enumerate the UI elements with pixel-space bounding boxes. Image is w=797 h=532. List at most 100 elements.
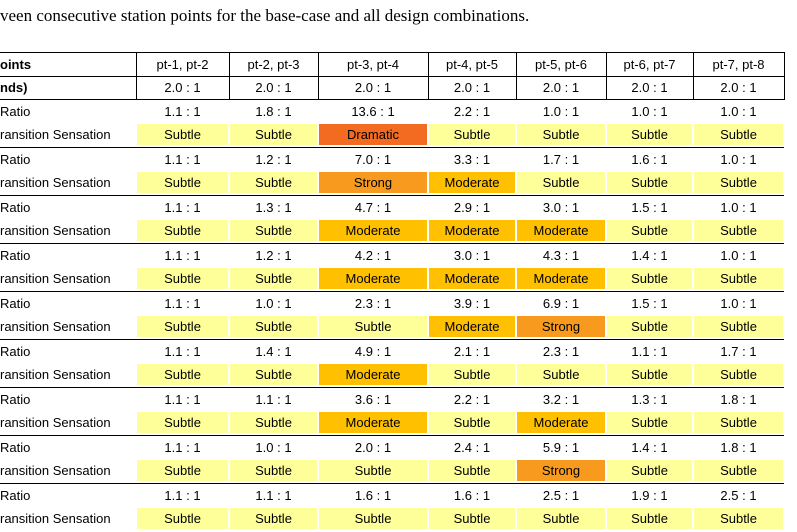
- ratio-cell: 1.9 : 1: [606, 483, 693, 507]
- ratio-cell: 1.0 : 1: [693, 99, 784, 123]
- sensation-label: Strong: [517, 460, 605, 482]
- row-label: ransition Sensation: [0, 511, 111, 527]
- sensation-cell: Subtle: [428, 459, 516, 484]
- row-label: ransition Sensation: [0, 463, 111, 479]
- sensation-cell: Subtle: [606, 315, 693, 340]
- ratio-cell: 1.1 : 1: [229, 483, 318, 507]
- ratio-cell: 2.9 : 1: [428, 195, 516, 219]
- sensation-label: Subtle: [607, 316, 692, 338]
- row-label: Ratio: [0, 147, 136, 171]
- sensation-label: Subtle: [230, 268, 317, 290]
- row-label: ransition Sensation: [0, 319, 111, 335]
- sensation-cell: Subtle: [136, 171, 229, 196]
- ratio-cell: 3.6 : 1: [318, 387, 428, 411]
- sensation-cell: Subtle: [693, 171, 784, 196]
- ratio-cell: 1.1 : 1: [136, 435, 229, 459]
- sensation-cell: Subtle: [516, 123, 606, 148]
- sensation-cell: Subtle: [693, 507, 784, 532]
- sensation-cell: Subtle: [136, 219, 229, 244]
- row-label: Ratio: [0, 483, 136, 507]
- sensation-label: Subtle: [429, 124, 515, 146]
- ratio-cell: 6.9 : 1: [516, 291, 606, 315]
- ratio-cell: 4.2 : 1: [318, 243, 428, 267]
- sensation-cell: Subtle: [693, 411, 784, 436]
- cell: pt-1, pt-2: [136, 52, 230, 76]
- sensation-label: Subtle: [429, 508, 515, 530]
- ratio-cell: 1.2 : 1: [229, 243, 318, 267]
- ratio-row: Ratio 1.1 : 1 1.0 : 1 2.0 : 1 2.4 : 1 5.9 : 1…: [0, 435, 784, 459]
- ratio-cell: 1.6 : 1: [428, 483, 516, 507]
- sensation-label: Subtle: [230, 124, 317, 146]
- ratio-cell: 1.3 : 1: [229, 195, 318, 219]
- sensation-label: Subtle: [694, 412, 783, 434]
- sensation-cell: Subtle: [606, 219, 693, 244]
- sensation-cell: Subtle: [516, 363, 606, 388]
- sensation-label: Subtle: [607, 412, 692, 434]
- ratio-cell: 7.0 : 1: [318, 147, 428, 171]
- ratio-cell: 1.7 : 1: [516, 147, 606, 171]
- sensation-label: Subtle: [137, 316, 228, 338]
- sensation-label: Subtle: [230, 220, 317, 242]
- row-label: ransition Sensation: [0, 367, 111, 383]
- ratio-row: Ratio 1.1 : 1 1.4 : 1 4.9 : 1 2.1 : 1 2.3 : 1…: [0, 339, 784, 363]
- ratio-cell: 1.1 : 1: [136, 243, 229, 267]
- ratio-cell: 1.1 : 1: [606, 339, 693, 363]
- sensation-cell: Subtle: [606, 171, 693, 196]
- row-label: ransition Sensation: [0, 415, 111, 431]
- sensation-label: Subtle: [517, 124, 605, 146]
- sensation-label: Subtle: [319, 316, 427, 338]
- sensation-label: Subtle: [137, 172, 228, 194]
- ratio-row: Ratio 1.1 : 1 1.3 : 1 4.7 : 1 2.9 : 1 3.0 : 1…: [0, 195, 784, 219]
- ratio-cell: 2.5 : 1: [693, 483, 784, 507]
- sensation-label: Subtle: [429, 364, 515, 386]
- cell: pt-4, pt-5: [428, 52, 517, 76]
- ratio-cell: 1.6 : 1: [606, 147, 693, 171]
- ratio-cell: 1.0 : 1: [516, 99, 606, 123]
- cell: pt-7, pt-8: [693, 52, 785, 76]
- sensation-row: ransition Sensation Subtle Subtle Moderate S…: [0, 411, 784, 436]
- sensation-label: Moderate: [517, 220, 605, 242]
- ratio-cell: 1.6 : 1: [318, 483, 428, 507]
- cell: pt-2, pt-3: [229, 52, 319, 76]
- ratio-cell: 2.1 : 1: [428, 339, 516, 363]
- ratio-cell: 1.2 : 1: [229, 147, 318, 171]
- sensation-cell: Subtle: [229, 267, 318, 292]
- sensation-row: ransition Sensation Subtle Subtle Moderate S…: [0, 363, 784, 388]
- sensation-label: Subtle: [137, 460, 228, 482]
- ratio-cell: 3.9 : 1: [428, 291, 516, 315]
- sensation-cell: Strong: [516, 459, 606, 484]
- ratio-cell: 1.3 : 1: [606, 387, 693, 411]
- ratio-cell: 1.4 : 1: [606, 243, 693, 267]
- sensation-cell: Moderate: [318, 219, 428, 244]
- sensation-cell: Strong: [318, 171, 428, 196]
- sensation-cell: Subtle: [318, 507, 428, 532]
- ratio-cell: 4.9 : 1: [318, 339, 428, 363]
- sensation-label: Subtle: [137, 508, 228, 530]
- row-label: nds): [0, 75, 137, 100]
- sensation-cell: Subtle: [136, 267, 229, 292]
- sensation-label: Moderate: [319, 268, 427, 290]
- ratio-cell: 1.1 : 1: [136, 483, 229, 507]
- ratio-cell: 1.4 : 1: [229, 339, 318, 363]
- sensation-label: Subtle: [137, 124, 228, 146]
- sensation-cell: Subtle: [136, 315, 229, 340]
- ratio-row: Ratio 1.1 : 1 1.1 : 1 1.6 : 1 1.6 : 1 2.5 : 1…: [0, 483, 784, 507]
- sensation-cell: Subtle: [428, 363, 516, 388]
- sensation-cell: Subtle: [693, 315, 784, 340]
- row-label: Ratio: [0, 435, 136, 459]
- row-label: ransition Sensation: [0, 175, 111, 191]
- sensation-cell: Moderate: [516, 411, 606, 436]
- ratio-cell: 2.3 : 1: [516, 339, 606, 363]
- sensation-cell: Moderate: [318, 411, 428, 436]
- ratio-cell: 4.7 : 1: [318, 195, 428, 219]
- sensation-cell: Subtle: [516, 507, 606, 532]
- row-label: Ratio: [0, 291, 136, 315]
- sensation-label: Subtle: [694, 460, 783, 482]
- ratio-cell: 1.1 : 1: [229, 387, 318, 411]
- sensation-label: Moderate: [319, 220, 427, 242]
- ratio-row: Ratio 1.1 : 1 1.0 : 1 2.3 : 1 3.9 : 1 6.9 : 1…: [0, 291, 784, 315]
- sensation-cell: Moderate: [428, 219, 516, 244]
- ratio-cell: 1.5 : 1: [606, 195, 693, 219]
